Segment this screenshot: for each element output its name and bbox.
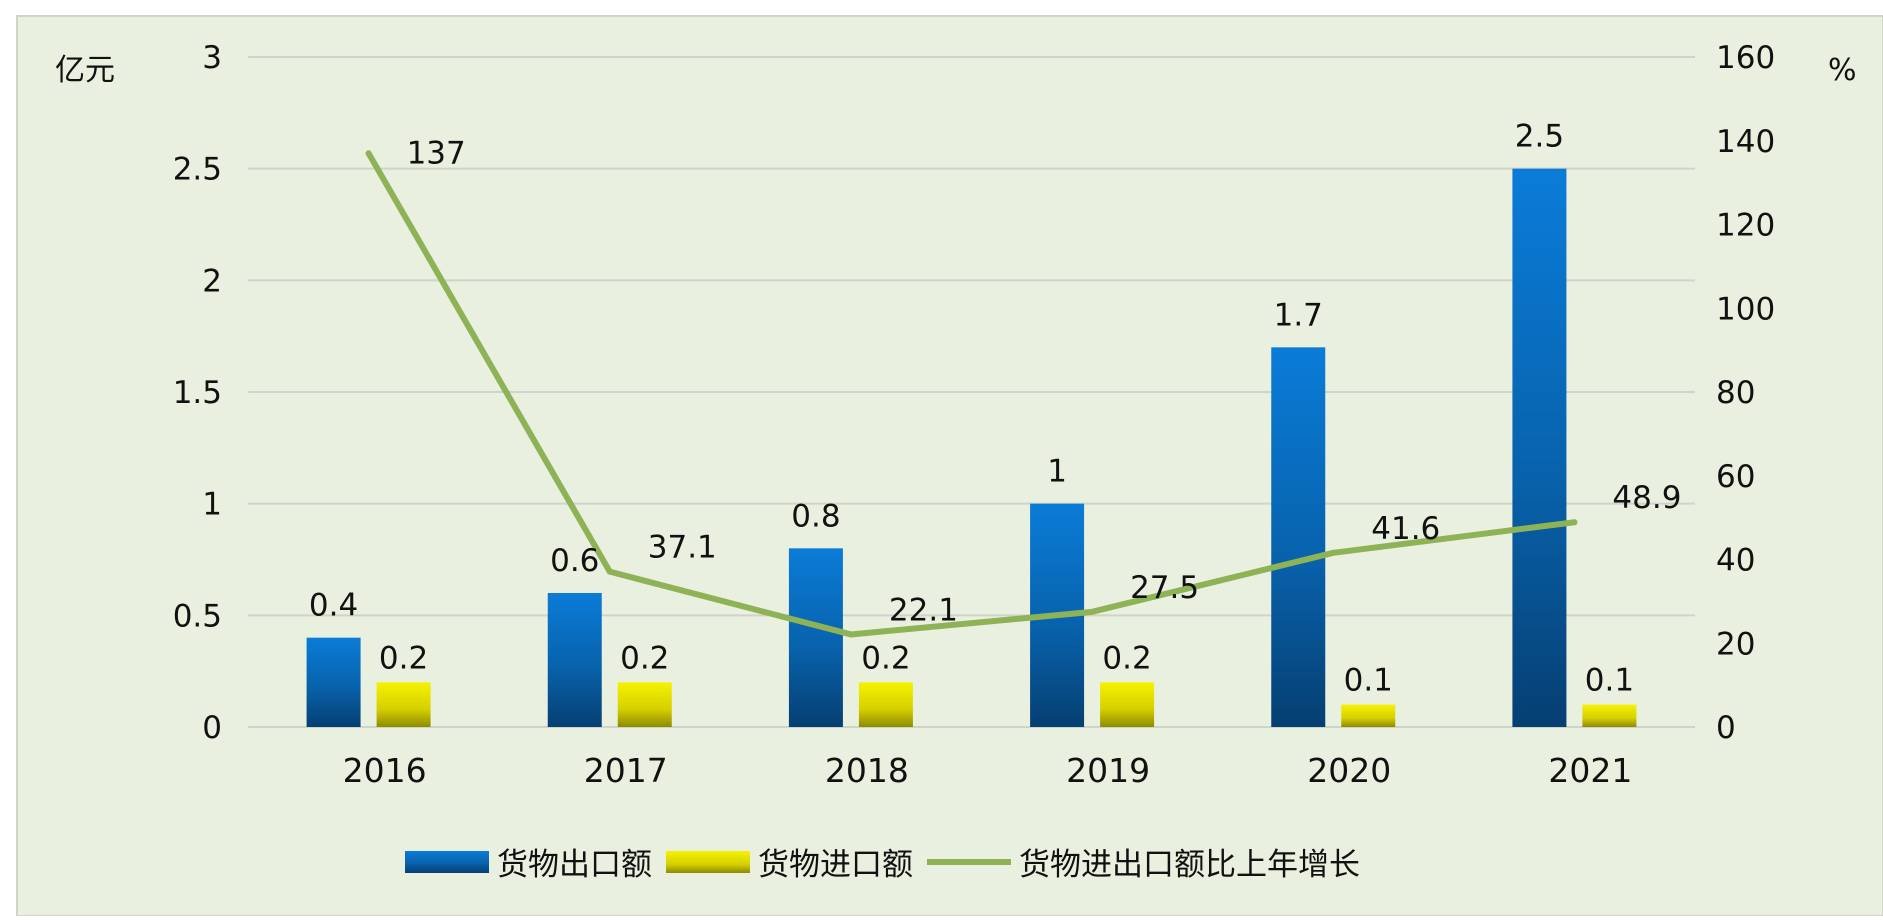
bar-import	[617, 682, 672, 727]
data-label-import: 0.2	[861, 640, 910, 676]
bar-export	[788, 548, 843, 727]
bar-export	[547, 593, 602, 727]
data-label-export: 2.5	[1515, 119, 1564, 155]
bar-import	[858, 682, 913, 727]
legend-label: 货物出口额	[497, 847, 652, 883]
growth-point	[1330, 549, 1337, 556]
bar-export	[1512, 168, 1567, 727]
right-tick-label: 120	[1716, 208, 1775, 244]
data-label-export: 1	[1047, 454, 1067, 490]
left-tick-label: 1.5	[173, 375, 222, 411]
growth-line	[365, 150, 1578, 638]
left-tick-label: 0	[202, 710, 222, 746]
data-label-growth: 48.9	[1612, 480, 1681, 516]
right-tick-label: 140	[1716, 124, 1775, 160]
data-label-export: 0.8	[791, 498, 840, 534]
growth-point	[1089, 608, 1096, 615]
data-label-growth: 41.6	[1371, 511, 1440, 547]
data-label-growth: 27.5	[1130, 570, 1199, 606]
growth-line-path	[365, 150, 1578, 638]
x-tick-label: 2021	[1548, 751, 1632, 790]
data-label-import: 0.2	[620, 640, 669, 676]
data-label-import: 0.2	[1102, 640, 1151, 676]
chart-background	[16, 15, 1883, 917]
right-tick-label: 100	[1716, 291, 1775, 327]
bar-import	[1582, 704, 1637, 727]
legend: 货物出口额 货物进口额 货物进出口额比上年增长	[405, 847, 1360, 883]
left-tick-label: 2	[202, 263, 222, 299]
growth-point	[847, 631, 854, 638]
growth-point	[365, 150, 372, 157]
legend-label: 货物进口额	[758, 847, 913, 883]
growth-point	[1571, 519, 1578, 526]
x-tick-label: 2016	[343, 751, 427, 790]
gridlines	[248, 56, 1695, 728]
bars	[306, 168, 1637, 727]
bar-export	[306, 637, 361, 727]
legend-swatch	[405, 851, 489, 873]
data-label-export: 1.7	[1274, 297, 1323, 333]
x-tick-label: 2017	[584, 751, 668, 790]
data-label-import: 0.1	[1344, 663, 1393, 699]
right-axis-unit: %	[1828, 53, 1857, 88]
data-labels: 0.4 0.2 0.6 0.2 0.8 0.2 1 0.2 1.7 0.1 2.5 0.1 137 37.…	[309, 119, 1682, 699]
x-tick-label: 2018	[825, 751, 909, 790]
data-label-import: 0.1	[1585, 663, 1634, 699]
left-tick-label: 1	[202, 487, 222, 523]
growth-point	[606, 568, 613, 575]
right-tick-label: 40	[1716, 543, 1755, 579]
right-tick-label: 60	[1716, 459, 1755, 495]
data-label-import: 0.2	[379, 640, 428, 676]
bar-import	[376, 682, 431, 727]
data-label-export: 0.4	[309, 588, 358, 624]
left-tick-label: 0.5	[173, 598, 222, 634]
legend-label: 货物进出口额比上年增长	[1019, 847, 1360, 883]
right-tick-label: 80	[1716, 375, 1755, 411]
x-axis-ticks: 2016 2017 2018 2019 2020 2021	[343, 751, 1633, 790]
bar-export	[1271, 347, 1326, 727]
left-tick-label: 3	[202, 40, 222, 76]
right-tick-label: 20	[1716, 626, 1755, 662]
bar-import	[1341, 704, 1396, 727]
x-tick-label: 2020	[1307, 751, 1391, 790]
x-tick-label: 2019	[1066, 751, 1150, 790]
data-label-growth: 22.1	[889, 592, 958, 628]
right-tick-label: 160	[1716, 40, 1775, 76]
bar-import	[1100, 682, 1155, 727]
left-axis-unit: 亿元	[55, 53, 115, 88]
left-tick-label: 2.5	[173, 152, 222, 188]
data-label-growth: 37.1	[648, 530, 717, 566]
data-label-export: 0.6	[550, 543, 599, 579]
left-axis-ticks: 0 0.5 1 1.5 2 2.5 3	[173, 40, 222, 746]
data-label-growth: 137	[407, 135, 466, 171]
right-axis-ticks: 0 20 40 60 80 100 120 140 160	[1716, 40, 1775, 746]
right-tick-label: 0	[1716, 710, 1736, 746]
legend-swatch	[666, 851, 750, 873]
